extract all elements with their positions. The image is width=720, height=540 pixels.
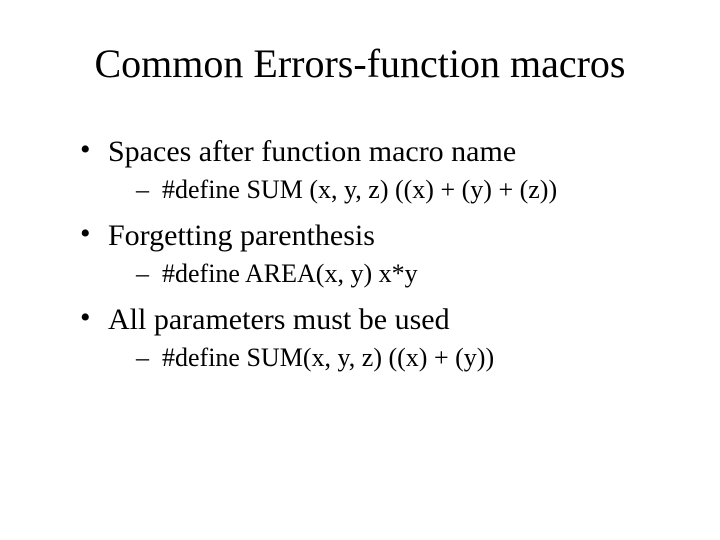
sub-list: #define SUM(x, y, z) ((x) + (y))	[136, 343, 670, 373]
bullet-item: Forgetting parenthesis #define AREA(x, y…	[80, 219, 670, 289]
bullet-text: Forgetting parenthesis	[108, 219, 375, 252]
sub-list: #define SUM (x, y, z) ((x) + (y) + (z))	[136, 175, 670, 205]
slide: Common Errors-function macros Spaces aft…	[0, 0, 720, 540]
bullet-item: All parameters must be used #define SUM(…	[80, 303, 670, 373]
sub-list: #define AREA(x, y) x*y	[136, 259, 670, 289]
slide-title: Common Errors-function macros	[50, 40, 670, 87]
sub-item: #define SUM(x, y, z) ((x) + (y))	[136, 343, 670, 373]
sub-item: #define AREA(x, y) x*y	[136, 259, 670, 289]
bullet-text: Spaces after function macro name	[108, 135, 516, 168]
bullet-item: Spaces after function macro name #define…	[80, 135, 670, 205]
sub-item: #define SUM (x, y, z) ((x) + (y) + (z))	[136, 175, 670, 205]
bullet-text: All parameters must be used	[108, 303, 450, 336]
bullet-list: Spaces after function macro name #define…	[80, 135, 670, 373]
